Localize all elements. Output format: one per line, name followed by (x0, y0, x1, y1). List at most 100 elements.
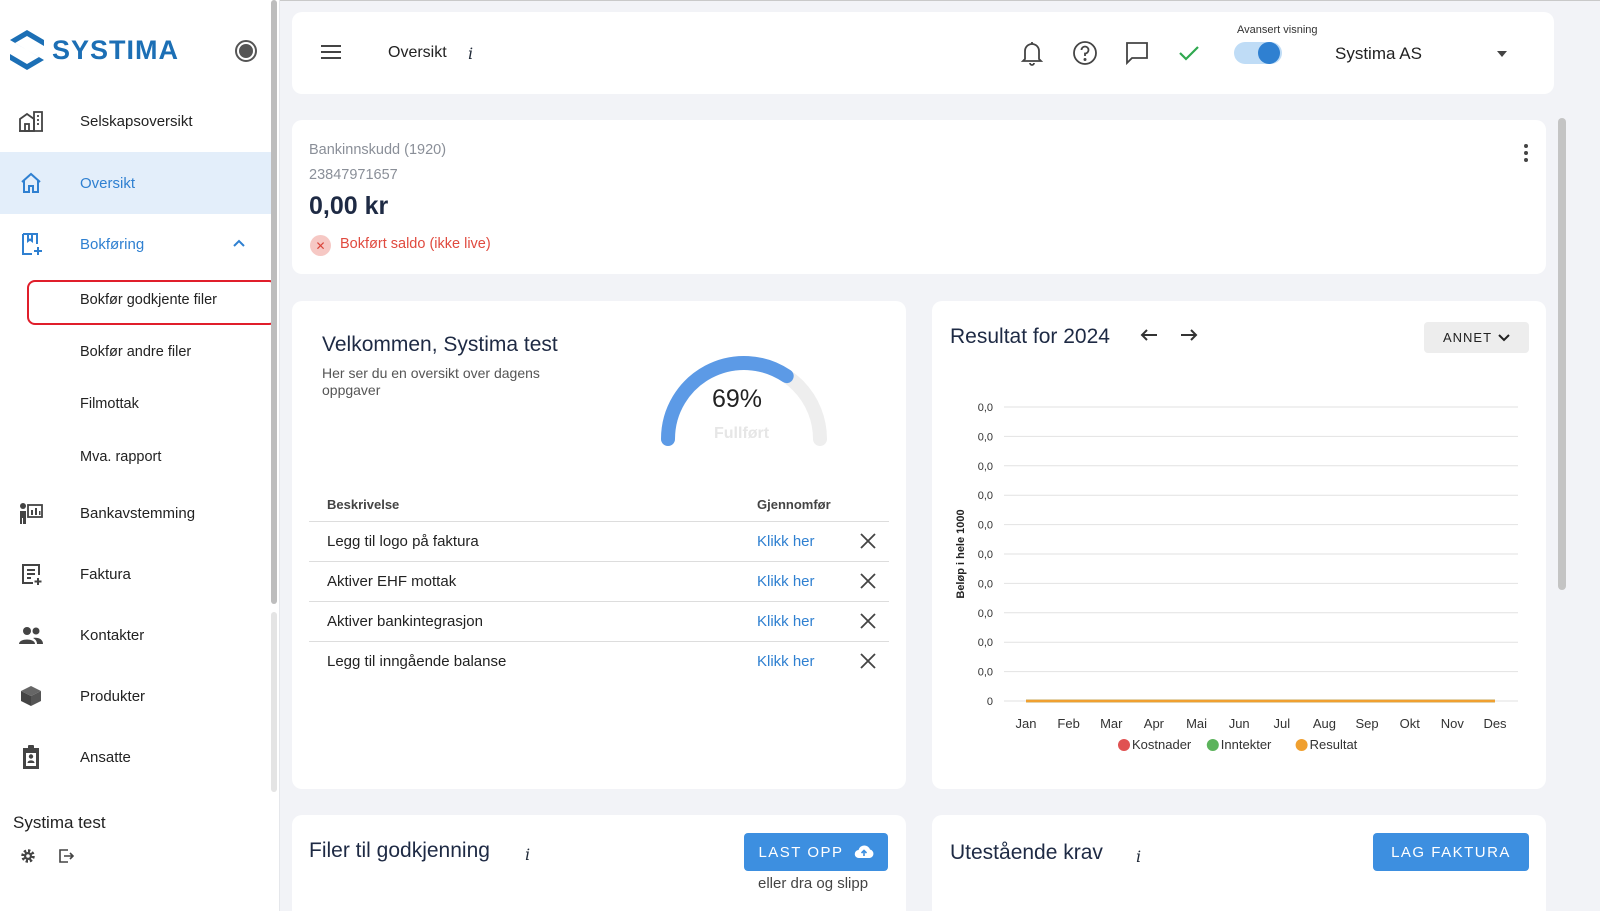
sidebar-item-ansatte[interactable]: Ansatte (0, 726, 276, 788)
sidebar-subitem-filmottak[interactable]: Filmottak (80, 396, 139, 412)
help-icon[interactable] (1072, 40, 1098, 66)
result-chart-card: Resultat for 2024 ANNET 0 0,0 0,0 0,0 0,0 0,0… (932, 301, 1546, 789)
user-name: Systima test (13, 813, 106, 832)
logo-text: SYSTIMA (52, 34, 180, 65)
files-info-icon[interactable]: i (525, 845, 531, 864)
x-tick-label: Okt (1400, 716, 1421, 731)
close-icon[interactable] (859, 652, 877, 670)
progress-label: Fullført (714, 425, 770, 442)
account-name: Bankinnskudd (1920) (309, 142, 447, 158)
main-scrollbar[interactable] (1558, 118, 1566, 590)
checkmark-icon[interactable] (1178, 44, 1200, 62)
x-tick-label: Mar (1100, 716, 1123, 731)
company-selector[interactable]: Systima AS (1335, 44, 1422, 63)
y-tick-label: 0,0 (978, 431, 993, 443)
x-tick-label: Apr (1144, 716, 1165, 731)
sidebar-item-faktura[interactable]: Faktura (0, 543, 276, 605)
task-description: Legg til inngående balanse (327, 653, 507, 670)
arrow-right-icon[interactable] (1180, 328, 1198, 342)
sidebar-scrollbar[interactable] (271, 0, 277, 604)
window-top-border (0, 0, 1600, 1)
claims-info-icon[interactable]: i (1136, 847, 1142, 866)
filter-dropdown[interactable]: ANNET (1424, 322, 1529, 353)
task-link[interactable]: Klikk her (757, 573, 815, 590)
y-tick-label: 0,0 (978, 402, 993, 414)
sidebar-item-bokforing[interactable]: Bokføring (0, 213, 276, 275)
column-header-action: Gjennomfør (757, 497, 831, 512)
sidebar-item-label: Oversikt (80, 174, 136, 192)
legend-label: Kostnader (1132, 737, 1192, 752)
y-tick-label: 0,0 (978, 461, 993, 473)
settings-gear-icon[interactable] (20, 848, 36, 864)
task-link[interactable]: Klikk her (757, 613, 815, 630)
y-tick-label: 0,0 (978, 490, 993, 502)
files-title: Filer til godkjenning (309, 839, 490, 862)
x-tick-label: Nov (1441, 716, 1465, 731)
sidebar-collapse-toggle[interactable] (235, 40, 257, 62)
legend-label: Inntekter (1221, 737, 1272, 752)
table-row: Legg til inngående balanse Klikk her (309, 641, 889, 681)
sidebar-item-oversikt[interactable]: Oversikt (0, 152, 276, 214)
sidebar-subitem-bokfor-andre-filer[interactable]: Bokfør andre filer (80, 344, 192, 360)
create-invoice-button[interactable]: LAG FAKTURA (1373, 833, 1529, 871)
x-tick-label: Mai (1186, 716, 1207, 731)
column-header-description: Beskrivelse (327, 497, 400, 512)
sidebar-item-label: Ansatte (80, 748, 131, 766)
page-info-icon[interactable]: i (468, 44, 474, 63)
result-line-chart: 0 0,0 0,0 0,0 0,0 0,0 0,0 0,0 0,0 0,0 0,0 Beløp i h… (955, 402, 1518, 752)
hamburger-menu-icon[interactable] (320, 44, 342, 60)
advanced-view-toggle[interactable] (1234, 42, 1282, 64)
sidebar-item-label: Bankavstemming (80, 504, 196, 522)
welcome-title: Velkommen, Systima test (322, 333, 558, 356)
chevron-down-icon (1498, 333, 1510, 341)
outstanding-claims-card: Utestående krav i LAG FAKTURA (932, 815, 1546, 911)
table-row: Legg til logo på faktura Klikk her (309, 521, 889, 561)
task-description: Legg til logo på faktura (327, 533, 479, 550)
task-link[interactable]: Klikk her (757, 533, 815, 550)
y-tick-label: 0,0 (978, 549, 993, 561)
box-icon (18, 683, 44, 709)
upload-button-label: LAST OPP (758, 843, 844, 861)
top-bar: Oversikt i Avansert visning Systima AS (292, 12, 1554, 94)
chart-title: Resultat for 2024 (950, 325, 1110, 348)
sidebar-item-produkter[interactable]: Produkter (0, 665, 276, 727)
x-tick-label: Jul (1274, 716, 1291, 731)
sidebar-scrollbar-track (271, 612, 277, 792)
bank-reconcile-icon (18, 500, 44, 526)
caret-down-icon[interactable] (1497, 51, 1507, 57)
sidebar-item-bankavstemming[interactable]: Bankavstemming (0, 482, 276, 544)
upload-button[interactable]: LAST OPP (744, 833, 888, 871)
sidebar-subitem-bokfor-godkjente-filer[interactable]: Bokfør godkjente filer (80, 292, 218, 308)
legend-marker (1206, 739, 1219, 751)
building-icon (18, 108, 44, 134)
progress-gauge-fill (661, 356, 794, 446)
more-options-icon[interactable] (1524, 144, 1528, 162)
task-link[interactable]: Klikk her (757, 653, 815, 670)
close-icon[interactable] (859, 572, 877, 590)
sidebar-item-label: Faktura (80, 565, 131, 583)
task-description: Aktiver bankintegrasjon (327, 613, 483, 630)
account-number: 23847971657 (309, 167, 398, 183)
chat-icon[interactable] (1124, 40, 1150, 66)
logout-icon[interactable] (58, 848, 74, 864)
page-title: Oversikt (388, 44, 447, 61)
y-tick-label: 0,0 (978, 608, 993, 620)
logo[interactable]: SYSTIMA (8, 28, 179, 72)
progress-gauge (661, 356, 827, 446)
sidebar-item-selskapsoversikt[interactable]: Selskapsoversikt (0, 90, 276, 152)
sidebar-item-kontakter[interactable]: Kontakter (0, 604, 276, 666)
y-axis-label: Beløp i hele 1000 (955, 509, 967, 598)
notification-bell-icon[interactable] (1020, 40, 1044, 66)
sidebar-item-label: Produkter (80, 687, 146, 705)
sidebar-subitem-mva-rapport[interactable]: Mva. rapport (80, 449, 162, 465)
x-tick-label: Jan (1016, 716, 1037, 731)
legend-label: Resultat (1310, 737, 1358, 752)
progress-value: 69% (712, 385, 763, 413)
close-icon[interactable] (859, 612, 877, 630)
balance-status: Bokført saldo (ikke live) (340, 236, 491, 252)
y-tick-label: 0 (987, 696, 993, 708)
chevron-up-icon[interactable] (232, 238, 246, 248)
arrow-left-icon[interactable] (1140, 328, 1158, 342)
contacts-icon (18, 622, 44, 648)
close-icon[interactable] (859, 532, 877, 550)
